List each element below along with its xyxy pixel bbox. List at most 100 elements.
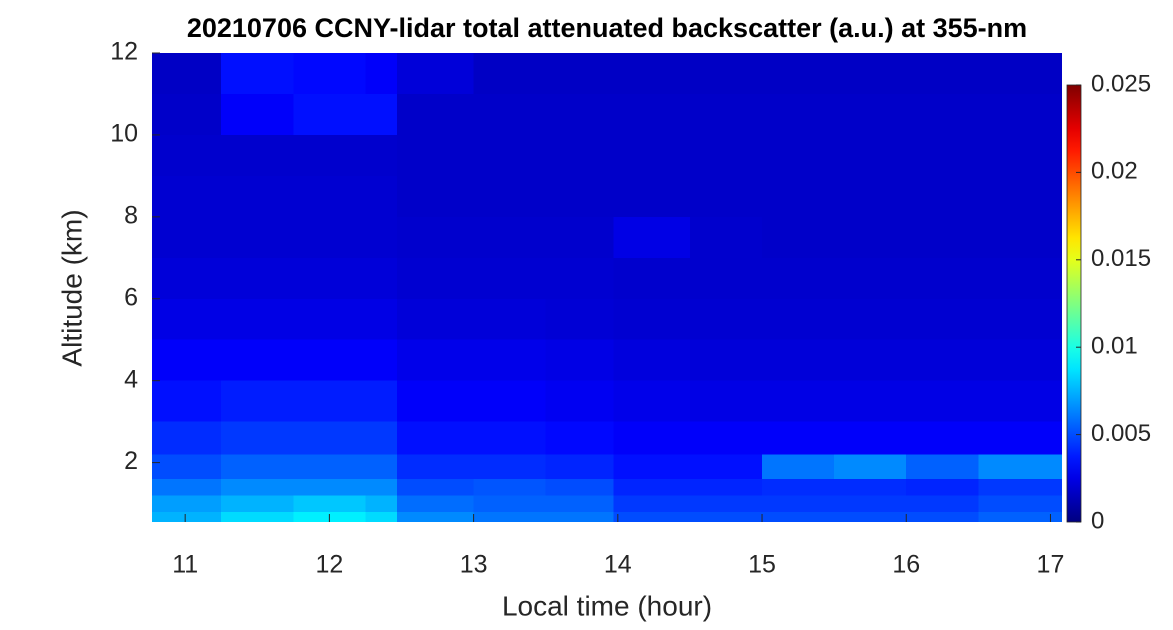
cell: [397, 298, 474, 340]
cell: [978, 380, 1062, 422]
cell: [834, 134, 907, 176]
cell: [978, 339, 1062, 381]
cell: [762, 134, 835, 176]
cell: [545, 421, 614, 455]
chart-title: 20210706 CCNY-lidar total attenuated bac…: [187, 13, 1027, 43]
cell: [152, 339, 222, 381]
cell: [613, 216, 690, 258]
y-tick-label: 10: [110, 120, 138, 148]
cell: [906, 298, 979, 340]
cell: [978, 421, 1062, 455]
x-tick-label: 17: [1037, 551, 1065, 579]
cell: [293, 454, 366, 479]
cell: [689, 478, 763, 496]
cell: [365, 478, 398, 496]
colorbar: [1066, 84, 1082, 523]
cell: [221, 93, 294, 135]
cell: [397, 216, 474, 258]
cell: [397, 380, 474, 422]
cell: [293, 298, 366, 340]
cell: [906, 134, 979, 176]
cell: [906, 478, 979, 496]
cell: [152, 53, 222, 94]
cell: [221, 216, 294, 258]
cell: [365, 339, 398, 381]
cell: [473, 380, 546, 422]
cell: [293, 478, 366, 496]
cell: [906, 175, 979, 217]
cell: [293, 134, 366, 176]
cell: [221, 339, 294, 381]
cell: [221, 53, 294, 94]
cell: [152, 421, 222, 455]
cell: [762, 175, 835, 217]
cell: [613, 257, 690, 299]
cell: [473, 421, 546, 455]
cell: [906, 93, 979, 135]
cell: [762, 421, 835, 455]
y-axis-label: Altitude (km): [56, 209, 87, 366]
cell: [834, 495, 907, 512]
cell: [613, 93, 690, 135]
cell: [221, 421, 294, 455]
cell: [689, 454, 763, 479]
cell: [613, 421, 690, 455]
cell: [397, 495, 474, 512]
cell: [762, 298, 835, 340]
cell: [689, 495, 763, 512]
heatmap: [152, 53, 1062, 522]
cell: [762, 511, 835, 522]
cell: [365, 421, 398, 455]
cell: [397, 339, 474, 381]
cell: [689, 134, 763, 176]
cell: [834, 257, 907, 299]
cell: [689, 380, 763, 422]
cell: [834, 53, 907, 94]
cell: [473, 298, 546, 340]
cell: [365, 53, 398, 94]
cell: [978, 175, 1062, 217]
cell: [613, 53, 690, 94]
cell: [473, 93, 546, 135]
cell: [221, 298, 294, 340]
cell: [762, 216, 835, 258]
cell: [545, 298, 614, 340]
cell: [545, 454, 614, 479]
cell: [473, 216, 546, 258]
cell: [152, 454, 222, 479]
cell: [834, 175, 907, 217]
cell: [293, 216, 366, 258]
cell: [762, 257, 835, 299]
cell: [762, 93, 835, 135]
cell: [365, 298, 398, 340]
cell: [473, 478, 546, 496]
cell: [473, 495, 546, 512]
colorbar-tick-label: 0: [1091, 507, 1104, 534]
cell: [545, 511, 614, 522]
cell: [834, 454, 907, 479]
cell: [365, 175, 398, 217]
cell: [689, 257, 763, 299]
cell: [834, 298, 907, 340]
cell: [545, 380, 614, 422]
cell: [762, 495, 835, 512]
x-axis-label: Local time (hour): [502, 590, 712, 621]
cell: [906, 421, 979, 455]
cell: [473, 53, 546, 94]
cell: [906, 216, 979, 258]
colorbar-tick-label: 0.01: [1091, 333, 1138, 360]
cell: [834, 93, 907, 135]
cell: [397, 175, 474, 217]
cell: [365, 134, 398, 176]
cell: [397, 257, 474, 299]
cell: [978, 298, 1062, 340]
cell: [293, 495, 366, 512]
cell: [978, 93, 1062, 135]
cell: [689, 93, 763, 135]
cell: [152, 511, 222, 522]
cell: [473, 134, 546, 176]
cell: [834, 339, 907, 381]
cell: [834, 421, 907, 455]
